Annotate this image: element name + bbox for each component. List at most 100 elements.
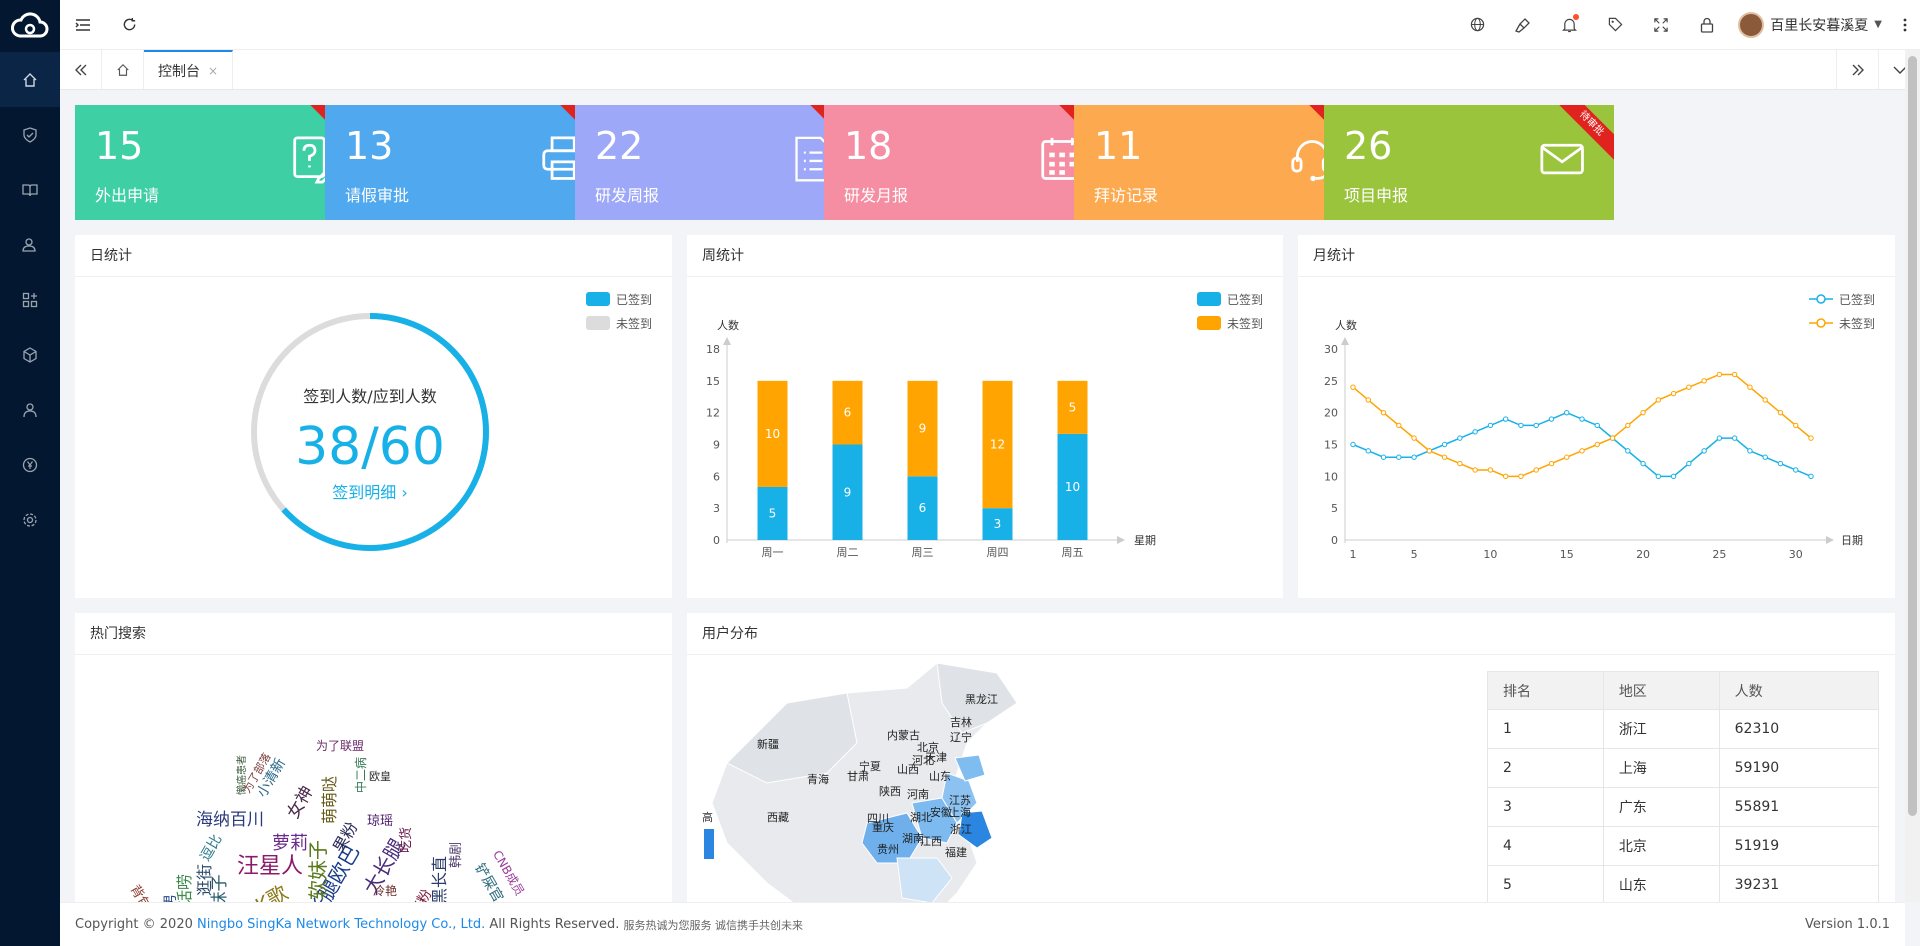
hot-word[interactable]: 汪星人 — [237, 854, 303, 879]
bar-unsigned[interactable] — [1057, 380, 1088, 434]
hot-word[interactable]: 萌萌哒 — [320, 776, 339, 824]
stat-card-2[interactable]: 13请假审批待审批 — [325, 105, 615, 220]
data-point[interactable] — [1762, 397, 1768, 403]
legend-signed[interactable]: 已签到 — [585, 287, 652, 311]
data-point[interactable] — [1380, 454, 1387, 460]
bar-unsigned[interactable] — [982, 380, 1013, 509]
hot-word[interactable]: 眼镜男 — [163, 894, 179, 902]
company-link[interactable]: Ningbo SingKa Network Technology Co., Lt… — [197, 917, 486, 932]
nav-yen-icon[interactable] — [0, 437, 60, 492]
data-point[interactable] — [1396, 422, 1402, 429]
more-vertical-icon[interactable] — [1890, 0, 1920, 50]
nav-book-icon[interactable] — [0, 162, 60, 217]
data-point[interactable] — [1579, 416, 1585, 422]
data-point[interactable] — [1564, 454, 1570, 460]
tab-scroll-right-icon[interactable] — [1836, 50, 1878, 89]
data-point[interactable] — [1518, 473, 1524, 480]
hot-word[interactable]: 萝莉 — [272, 833, 308, 854]
data-point[interactable] — [1564, 409, 1570, 416]
hot-word[interactable]: 逗比 — [198, 832, 226, 864]
hot-word[interactable]: 冷艳 — [373, 883, 397, 898]
data-point[interactable] — [1502, 416, 1509, 422]
hot-word[interactable]: 为了联盟 — [316, 739, 364, 753]
hot-word[interactable]: 韩剧 — [449, 842, 464, 868]
nav-person-icon[interactable] — [0, 382, 60, 437]
data-point[interactable] — [1609, 435, 1616, 441]
menu-toggle-icon[interactable] — [60, 0, 106, 50]
data-point[interactable] — [1640, 409, 1646, 416]
nav-home-icon[interactable] — [0, 52, 60, 107]
hot-word[interactable]: 琼瑶 — [367, 814, 393, 829]
data-point[interactable] — [1548, 416, 1555, 422]
tab-home-icon[interactable] — [102, 50, 144, 89]
hot-word[interactable]: 逛街 — [195, 864, 214, 896]
data-point[interactable] — [1472, 467, 1478, 473]
data-point[interactable] — [1731, 371, 1738, 378]
hot-word[interactable]: 女神 — [284, 783, 318, 822]
tab-menu-chevron-icon[interactable] — [1878, 50, 1920, 89]
data-point[interactable] — [1793, 422, 1799, 429]
data-point[interactable] — [1502, 473, 1509, 480]
hot-word[interactable]: K歌 — [251, 880, 292, 902]
nav-cube-icon[interactable] — [0, 327, 60, 382]
data-point[interactable] — [1411, 435, 1417, 441]
hot-word[interactable]: 黑长直 — [430, 856, 449, 902]
data-point[interactable] — [1365, 397, 1371, 403]
hot-word[interactable]: 背包客 — [127, 882, 160, 902]
hot-word[interactable]: 海纳百川 — [196, 810, 264, 830]
stat-card-4[interactable]: 18研发月报去查看 — [824, 105, 1114, 220]
data-point[interactable] — [1808, 435, 1814, 441]
data-point[interactable] — [1670, 390, 1677, 397]
stat-card-6[interactable]: 26 项目申报 待审批 — [1324, 105, 1614, 220]
data-point[interactable] — [1655, 397, 1662, 403]
user-menu[interactable]: 百里长安暮溪夏 ▼ — [1730, 11, 1890, 38]
data-point[interactable] — [1701, 448, 1707, 454]
tab-close-icon[interactable]: × — [208, 63, 219, 78]
bar-signed[interactable] — [1057, 433, 1088, 540]
hot-word[interactable]: 欧皇 — [369, 769, 391, 783]
data-point[interactable] — [1625, 422, 1631, 429]
data-point[interactable] — [1350, 384, 1356, 390]
data-point[interactable] — [1457, 460, 1463, 467]
data-point[interactable] — [1487, 422, 1494, 429]
bar-signed[interactable] — [757, 486, 788, 540]
hot-word[interactable]: 软妹子 — [306, 840, 330, 900]
bell-icon[interactable] — [1546, 0, 1592, 50]
logo-cloud-icon[interactable] — [0, 0, 60, 52]
nav-users-icon[interactable] — [0, 217, 60, 272]
bar-unsigned[interactable] — [832, 380, 863, 445]
data-point[interactable] — [1762, 454, 1768, 460]
nav-shield-icon[interactable] — [0, 107, 60, 162]
fullscreen-icon[interactable] — [1638, 0, 1684, 50]
stat-card-1[interactable]: 15外出申请待审批 — [75, 105, 365, 220]
data-point[interactable] — [1686, 460, 1692, 467]
region-xinjiang[interactable] — [726, 692, 858, 784]
data-point[interactable] — [1441, 454, 1448, 460]
lock-icon[interactable] — [1684, 0, 1730, 50]
data-point[interactable] — [1640, 460, 1646, 467]
data-point[interactable] — [1777, 460, 1784, 467]
bar-signed[interactable] — [982, 508, 1013, 540]
refresh-icon[interactable] — [106, 0, 152, 50]
region-south[interactable] — [896, 857, 953, 902]
clean-brush-icon[interactable] — [1500, 0, 1546, 50]
data-point[interactable] — [1350, 441, 1356, 448]
data-point[interactable] — [1731, 435, 1738, 441]
data-point[interactable] — [1655, 473, 1662, 480]
region-zhejiang[interactable] — [958, 810, 993, 849]
data-point[interactable] — [1533, 467, 1539, 473]
data-point[interactable] — [1747, 384, 1753, 390]
data-point[interactable] — [1365, 448, 1371, 454]
tab-scroll-left-icon[interactable] — [60, 50, 102, 89]
data-point[interactable] — [1487, 467, 1494, 473]
bar-signed[interactable] — [832, 444, 863, 541]
bar-unsigned[interactable] — [907, 380, 938, 477]
data-point[interactable] — [1793, 467, 1799, 473]
legend-signed[interactable]: 已签到 — [1808, 287, 1875, 311]
legend-signed[interactable]: 已签到 — [1196, 287, 1263, 311]
hot-word[interactable]: 三妹子 — [210, 875, 230, 903]
legend-unsigned[interactable]: 未签到 — [1196, 311, 1263, 335]
data-point[interactable] — [1686, 384, 1692, 390]
data-point[interactable] — [1670, 473, 1677, 480]
region-northeast[interactable] — [936, 663, 1018, 734]
